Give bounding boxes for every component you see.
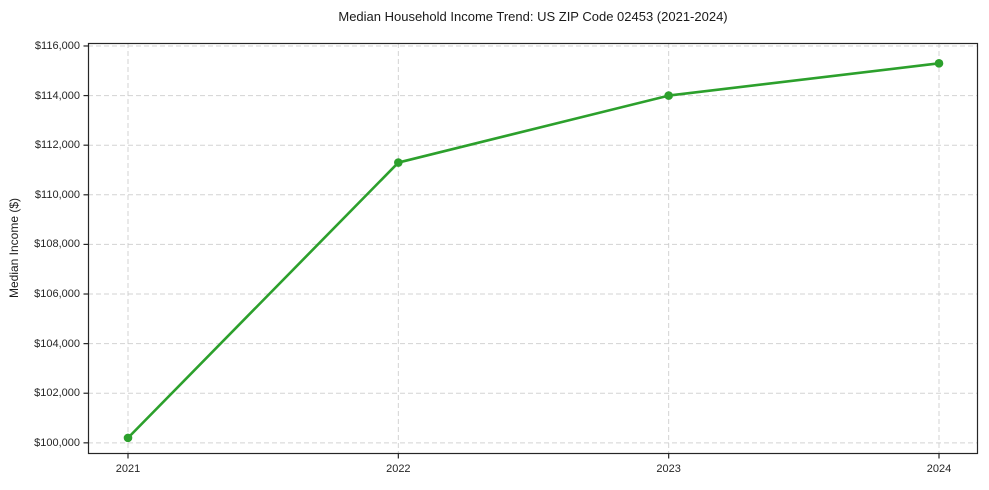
x-tick-label: 2022 [386, 463, 411, 475]
y-tick-label: $104,000 [34, 337, 80, 350]
plot-area [83, 42, 979, 459]
y-tick-label: $106,000 [34, 288, 80, 300]
data-point-marker [664, 91, 673, 100]
line-chart-canvas [83, 42, 979, 459]
data-point-marker [123, 433, 133, 443]
x-tick-label: 2024 [926, 463, 952, 475]
data-point-marker [394, 158, 403, 167]
y-tick-label: $100,000 [34, 436, 80, 449]
y-tick-label: $102,000 [34, 387, 80, 400]
y-tick-label: $108,000 [34, 238, 80, 251]
y-tick-label: $114,000 [34, 89, 80, 102]
trend-line [126, 62, 941, 440]
x-tick-label: 2023 [656, 463, 681, 475]
chart-title: Median Household Income Trend: US ZIP Co… [338, 9, 728, 24]
data-point-marker [934, 59, 944, 68]
y-tick-label: $116,000 [34, 39, 80, 52]
axes-frame [87, 42, 979, 455]
x-tick-label: 2021 [115, 463, 141, 475]
y-tick-label: $112,000 [34, 139, 80, 152]
y-tick-label: $110,000 [34, 188, 80, 201]
